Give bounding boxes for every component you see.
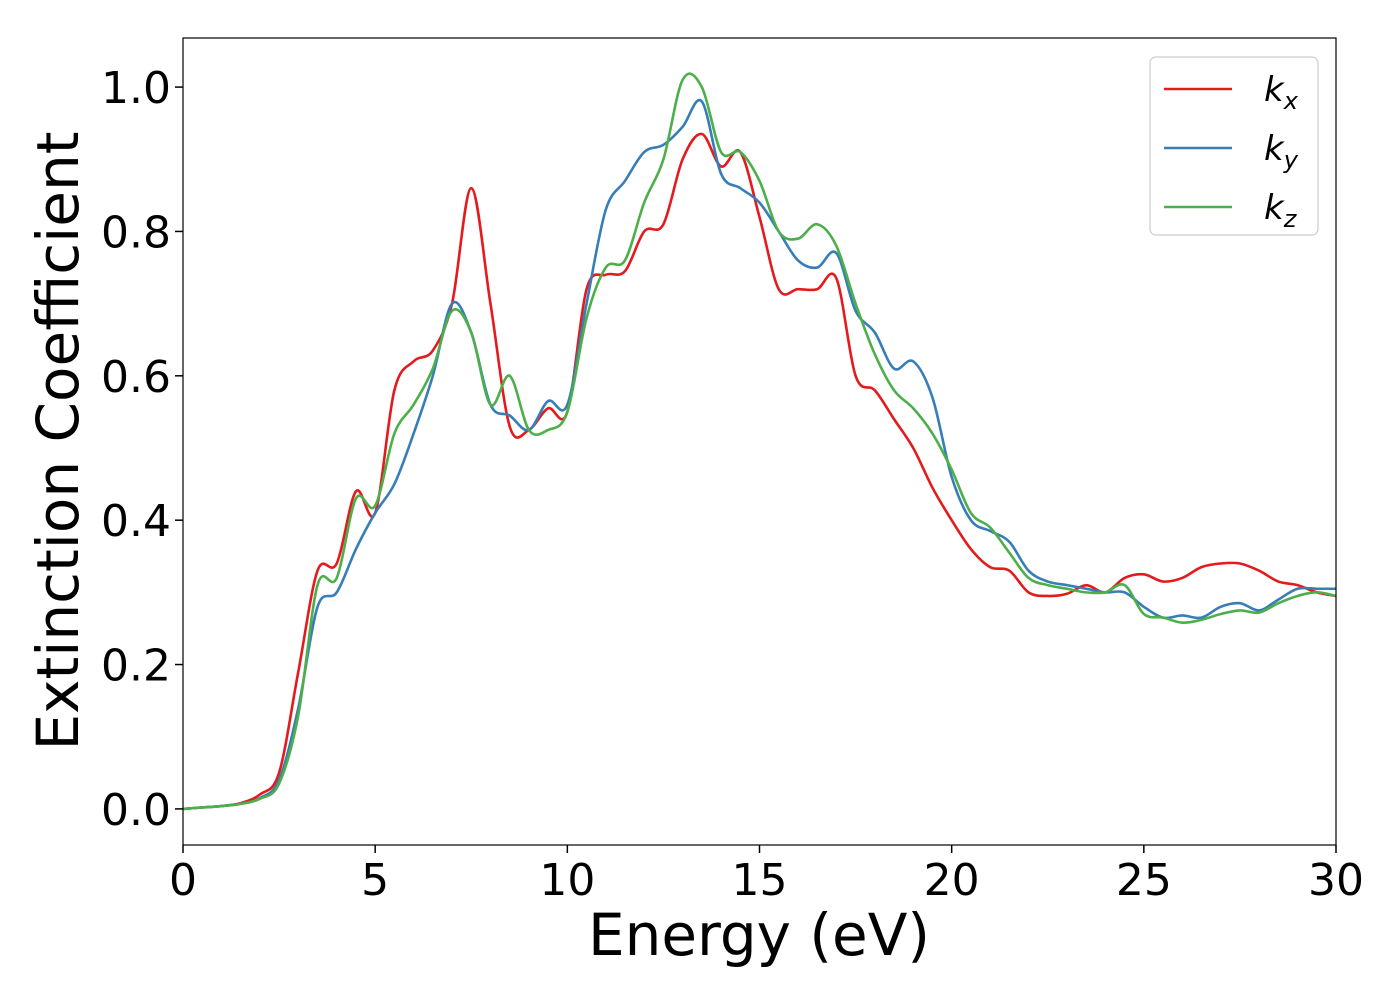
x-tick-label: 25 bbox=[1116, 855, 1172, 906]
y-tick-label: 0.0 bbox=[101, 785, 171, 836]
y-tick-label: 0.6 bbox=[101, 352, 171, 403]
y-tick-label: 0.8 bbox=[101, 207, 171, 258]
x-tick-label: 30 bbox=[1308, 855, 1364, 906]
series-line bbox=[183, 72, 1336, 811]
x-tick-label: 20 bbox=[924, 855, 980, 906]
x-tick-label: 0 bbox=[169, 855, 197, 906]
legend-label: kz bbox=[1264, 188, 1298, 233]
x-tick-label: 10 bbox=[539, 855, 595, 906]
x-tick-label: 15 bbox=[732, 855, 788, 906]
legend-label: ky bbox=[1264, 129, 1299, 174]
y-tick-label: 1.0 bbox=[101, 63, 171, 114]
legend-box bbox=[1149, 56, 1319, 236]
y-tick-label: 0.2 bbox=[101, 641, 171, 692]
x-tick-label: 5 bbox=[361, 855, 389, 906]
x-axis-label: Energy (eV) bbox=[588, 901, 930, 969]
y-tick-label: 0.4 bbox=[101, 496, 171, 547]
series-line bbox=[183, 98, 1336, 811]
legend-label: kx bbox=[1264, 70, 1299, 115]
y-axis-label: Extinction Coefficient bbox=[24, 132, 92, 751]
plot-frame bbox=[182, 37, 1337, 846]
